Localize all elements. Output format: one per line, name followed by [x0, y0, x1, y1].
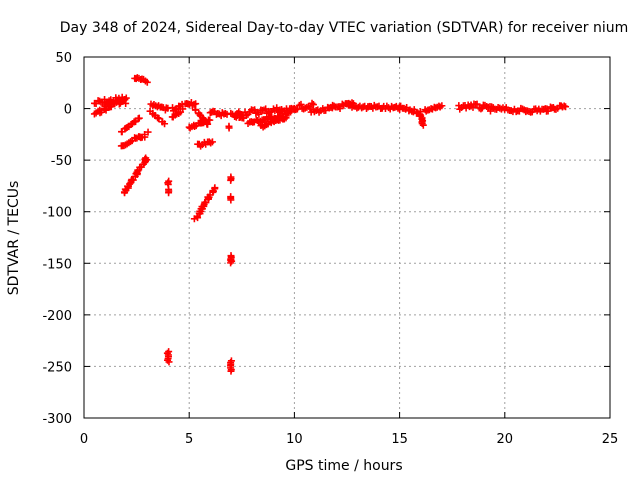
data-point: [225, 122, 233, 130]
data-point: [141, 133, 149, 141]
data-point: [227, 256, 235, 264]
data-point: [141, 155, 149, 163]
data-point: [473, 100, 481, 108]
y-tick-label: -150: [42, 257, 72, 272]
grid: [84, 57, 610, 418]
data-point: [308, 99, 316, 107]
y-tick-label: -300: [42, 412, 72, 427]
x-tick-label: 5: [185, 432, 193, 447]
x-tick-label: 0: [80, 432, 88, 447]
data-point: [165, 177, 173, 185]
data-point: [255, 110, 263, 118]
data-point: [128, 176, 136, 184]
y-tick-label: -50: [51, 154, 72, 169]
x-tick-label: 10: [286, 432, 303, 447]
y-tick-label: 0: [64, 103, 72, 118]
data-point: [208, 138, 216, 146]
data-point: [165, 185, 173, 193]
data-point: [122, 94, 130, 102]
x-tick-label: 20: [497, 432, 514, 447]
plot-frame: [83, 56, 611, 419]
data-point: [297, 100, 305, 108]
data-point: [419, 121, 427, 129]
data-point: [201, 198, 209, 206]
data-point: [161, 120, 169, 128]
data-point: [135, 114, 143, 122]
data-point: [144, 128, 152, 136]
y-tick-label: 50: [55, 51, 72, 66]
data-point: [544, 107, 552, 115]
data-point: [227, 357, 235, 365]
data-point: [203, 120, 211, 128]
y-tick-label: -250: [42, 360, 72, 375]
data-point: [227, 193, 235, 201]
y-tick-label: -100: [42, 206, 72, 221]
y-tick-label: -200: [42, 309, 72, 324]
chart-title: Day 348 of 2024, Sidereal Day-to-day VTE…: [60, 20, 629, 36]
data-point: [165, 348, 173, 356]
data-point: [177, 108, 185, 116]
x-tick-label: 15: [391, 432, 408, 447]
data-point: [227, 173, 235, 181]
x-axis-title: GPS time / hours: [285, 458, 402, 474]
data-point: [97, 108, 105, 116]
data-point: [438, 102, 446, 110]
data-point: [155, 114, 163, 122]
data-point: [227, 364, 235, 372]
data-point: [136, 163, 144, 171]
data-point: [142, 154, 150, 162]
data-points: [90, 74, 570, 375]
data-point: [282, 114, 290, 122]
data-point: [336, 105, 344, 113]
y-axis-title: SDTVAR / TECUs: [6, 181, 22, 296]
data-point: [562, 103, 570, 111]
x-tick-label: 25: [602, 432, 619, 447]
data-point: [164, 355, 172, 363]
data-point: [143, 78, 151, 86]
data-point: [211, 184, 219, 192]
axis-ticks: 0 5 10 15 20 25 -300 -250 -200 -150 -100 -50 0 50: [42, 51, 618, 447]
data-point: [410, 106, 418, 114]
